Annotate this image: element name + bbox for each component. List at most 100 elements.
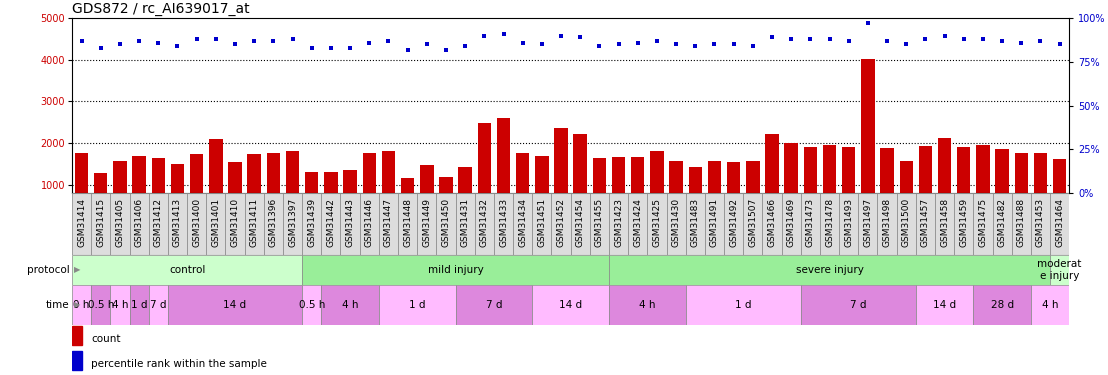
Bar — [976, 145, 989, 226]
Point — [609, 41, 627, 47]
Text: GSM31411: GSM31411 — [249, 198, 258, 247]
Point — [418, 41, 435, 47]
Bar — [801, 285, 916, 325]
Text: GSM31497: GSM31497 — [863, 198, 872, 247]
Text: GSM31448: GSM31448 — [403, 198, 412, 247]
Bar — [418, 193, 437, 255]
Bar — [650, 150, 664, 226]
Bar — [995, 149, 1008, 226]
Bar — [1030, 193, 1050, 255]
Point — [725, 41, 742, 47]
Bar — [552, 193, 571, 255]
Text: GSM31446: GSM31446 — [365, 198, 373, 247]
Text: GSM31430: GSM31430 — [671, 198, 680, 247]
Point — [207, 36, 225, 42]
Bar — [455, 285, 532, 325]
Point — [629, 39, 647, 45]
Text: GSM31397: GSM31397 — [288, 198, 297, 247]
Point — [955, 36, 973, 42]
Text: 0 h: 0 h — [73, 300, 90, 310]
Bar — [247, 154, 260, 226]
Text: 1 d: 1 d — [131, 300, 147, 310]
Text: GSM31507: GSM31507 — [748, 198, 757, 247]
Bar — [609, 285, 686, 325]
Text: GDS872 / rc_AI639017_at: GDS872 / rc_AI639017_at — [72, 2, 249, 16]
Bar — [839, 193, 859, 255]
Bar — [535, 156, 548, 226]
Bar — [267, 153, 280, 226]
Bar — [513, 193, 532, 255]
Bar — [148, 193, 168, 255]
Bar — [842, 147, 855, 226]
Bar — [667, 193, 686, 255]
Bar — [589, 193, 609, 255]
Bar — [420, 165, 433, 226]
Bar — [781, 193, 801, 255]
Bar — [325, 172, 338, 226]
Text: GSM31432: GSM31432 — [480, 198, 489, 247]
Text: 1 d: 1 d — [735, 300, 751, 310]
Text: GSM31401: GSM31401 — [212, 198, 220, 247]
Point — [993, 38, 1010, 44]
Bar — [133, 156, 146, 226]
Bar — [130, 285, 148, 325]
Bar — [455, 193, 474, 255]
Bar — [1053, 159, 1066, 226]
Point — [879, 38, 896, 44]
Bar — [305, 172, 318, 226]
Bar — [708, 161, 721, 226]
Text: GSM31475: GSM31475 — [978, 198, 987, 247]
Bar — [669, 160, 683, 226]
Bar — [746, 161, 759, 226]
Bar — [113, 161, 126, 226]
Text: GSM31459: GSM31459 — [960, 198, 968, 247]
Point — [687, 43, 705, 49]
Text: 14 d: 14 d — [933, 300, 956, 310]
Text: GSM31482: GSM31482 — [997, 198, 1006, 247]
Bar — [171, 164, 184, 226]
Bar — [474, 193, 494, 255]
Bar — [459, 167, 472, 226]
Text: percentile rank within the sample: percentile rank within the sample — [91, 359, 267, 369]
Bar — [724, 193, 743, 255]
Text: GSM31451: GSM31451 — [537, 198, 546, 247]
Bar — [1034, 153, 1047, 226]
Text: GSM31473: GSM31473 — [806, 198, 814, 247]
Bar — [245, 193, 264, 255]
Bar — [993, 193, 1012, 255]
Bar — [111, 193, 130, 255]
Bar — [762, 193, 781, 255]
Text: time: time — [47, 300, 70, 310]
Bar — [340, 193, 360, 255]
Bar — [973, 285, 1030, 325]
Bar — [72, 351, 82, 370]
Text: 14 d: 14 d — [224, 300, 247, 310]
Bar — [743, 193, 762, 255]
Text: GSM31415: GSM31415 — [96, 198, 105, 247]
Point — [1050, 41, 1068, 47]
Text: GSM31478: GSM31478 — [825, 198, 834, 247]
Bar — [973, 193, 993, 255]
Point — [226, 41, 244, 47]
Text: GSM31450: GSM31450 — [441, 198, 451, 247]
Bar — [878, 193, 896, 255]
Text: GSM31464: GSM31464 — [1055, 198, 1064, 247]
Point — [302, 45, 320, 51]
Bar — [111, 285, 130, 325]
Bar — [612, 157, 625, 226]
Text: 1 d: 1 d — [409, 300, 425, 310]
Point — [840, 38, 858, 44]
Bar — [896, 193, 916, 255]
Point — [494, 31, 512, 37]
Bar — [494, 193, 513, 255]
Text: severe injury: severe injury — [796, 265, 863, 275]
Bar — [916, 285, 973, 325]
Text: GSM31412: GSM31412 — [154, 198, 163, 247]
Bar — [189, 154, 204, 226]
Text: GSM31433: GSM31433 — [499, 198, 507, 247]
Text: GSM31500: GSM31500 — [902, 198, 911, 247]
Text: GSM31443: GSM31443 — [346, 198, 355, 247]
Bar — [686, 193, 705, 255]
Bar — [705, 193, 724, 255]
Point — [821, 36, 839, 42]
